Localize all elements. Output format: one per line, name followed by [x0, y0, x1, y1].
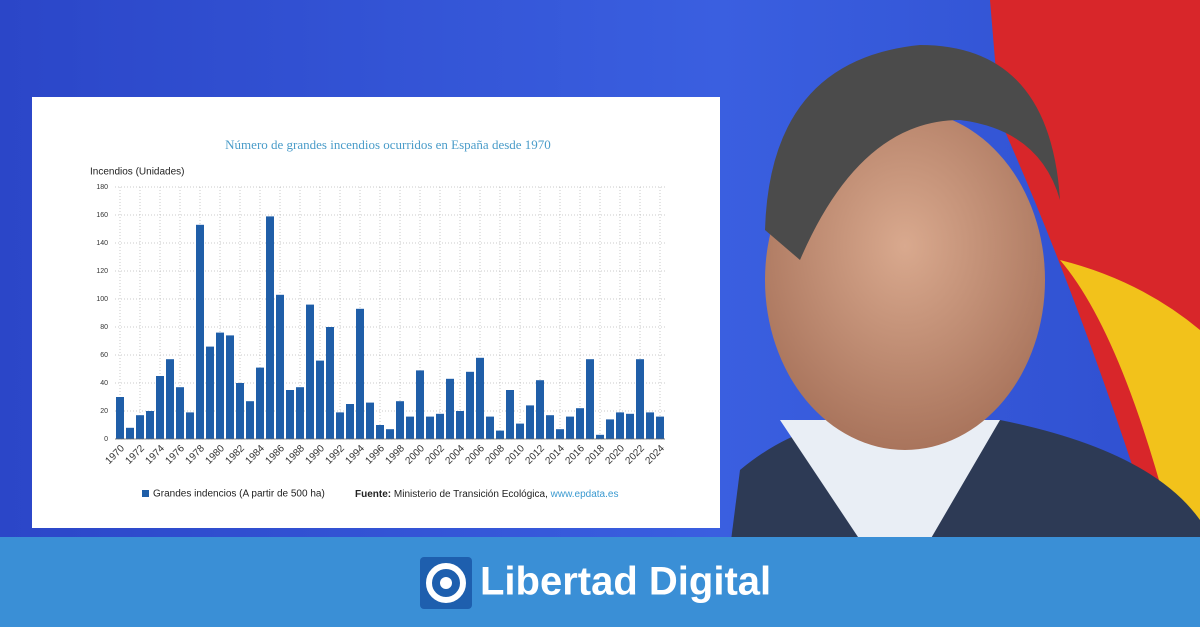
bar: [226, 335, 234, 439]
bar: [456, 411, 464, 439]
bar: [496, 430, 504, 439]
bar: [576, 408, 584, 439]
bar: [356, 308, 364, 439]
bar: [376, 425, 384, 439]
y-tick-label: 60: [100, 352, 108, 359]
bar: [206, 346, 214, 439]
bar: [526, 405, 534, 439]
source-label: Fuente:: [355, 489, 391, 500]
bar: [606, 419, 614, 439]
bar: [486, 416, 494, 439]
source-text: Ministerio de Transición Ecológica,: [394, 489, 548, 500]
bar: [536, 380, 544, 439]
bar: [236, 383, 244, 439]
bar: [306, 304, 314, 439]
chart-title: Número de grandes incendios ocurridos en…: [225, 137, 551, 152]
bar: [126, 427, 134, 439]
y-axis-label: Incendios (Unidades): [90, 167, 185, 178]
chart-card: [32, 97, 720, 528]
bar: [276, 294, 284, 439]
bar: [426, 416, 434, 439]
bar: [586, 359, 594, 439]
y-tick-label: 160: [96, 212, 108, 219]
bar: [266, 216, 274, 439]
bar: [166, 359, 174, 439]
bar: [646, 412, 654, 439]
banner: [0, 537, 1200, 627]
bar: [566, 416, 574, 439]
bar: [636, 359, 644, 439]
bar: [466, 371, 474, 439]
bar: [146, 411, 154, 439]
bar: [506, 390, 514, 439]
logo-dot: [440, 577, 452, 589]
bar: [406, 416, 414, 439]
bar: [186, 412, 194, 439]
bar: [476, 357, 484, 439]
bar: [626, 413, 634, 439]
bar: [316, 360, 324, 439]
y-tick-label: 140: [96, 240, 108, 247]
bar: [136, 415, 144, 439]
y-tick-label: 40: [100, 380, 108, 387]
bar: [286, 390, 294, 439]
bar: [196, 224, 204, 439]
bar: [556, 429, 564, 439]
bar: [246, 401, 254, 439]
bar: [596, 434, 604, 439]
source-link[interactable]: www.epdata.es: [550, 489, 619, 500]
y-tick-label: 100: [96, 296, 108, 303]
bar: [296, 387, 304, 439]
bar: [156, 376, 164, 439]
bar: [416, 370, 424, 439]
bar: [436, 413, 444, 439]
legend-swatch: [142, 490, 149, 497]
bar: [256, 367, 264, 439]
y-tick-label: 20: [100, 408, 108, 415]
bar: [516, 423, 524, 439]
hair: [765, 45, 1060, 260]
bar: [396, 401, 404, 439]
bar: [546, 415, 554, 439]
bar: [386, 429, 394, 439]
flag-yellow: [1060, 260, 1200, 520]
bar: [326, 327, 334, 439]
source: Fuente: Ministerio de Transición Ecológi…: [355, 489, 618, 500]
bar: [446, 378, 454, 439]
legend-label: Grandes indencios (A partir de 500 ha): [153, 489, 325, 500]
bar: [616, 412, 624, 439]
brand: Libertad Digital: [480, 560, 771, 604]
shirt: [780, 420, 1000, 540]
bar: [656, 416, 664, 439]
y-tick-label: 0: [104, 436, 108, 443]
bar: [216, 332, 224, 439]
bar: [116, 397, 124, 439]
y-tick-label: 180: [96, 184, 108, 191]
bar: [346, 404, 354, 439]
y-tick-label: 80: [100, 324, 108, 331]
y-tick-label: 120: [96, 268, 108, 275]
logo-ring: [426, 563, 466, 603]
bar: [176, 387, 184, 439]
bar: [366, 402, 374, 439]
bar: [336, 412, 344, 439]
